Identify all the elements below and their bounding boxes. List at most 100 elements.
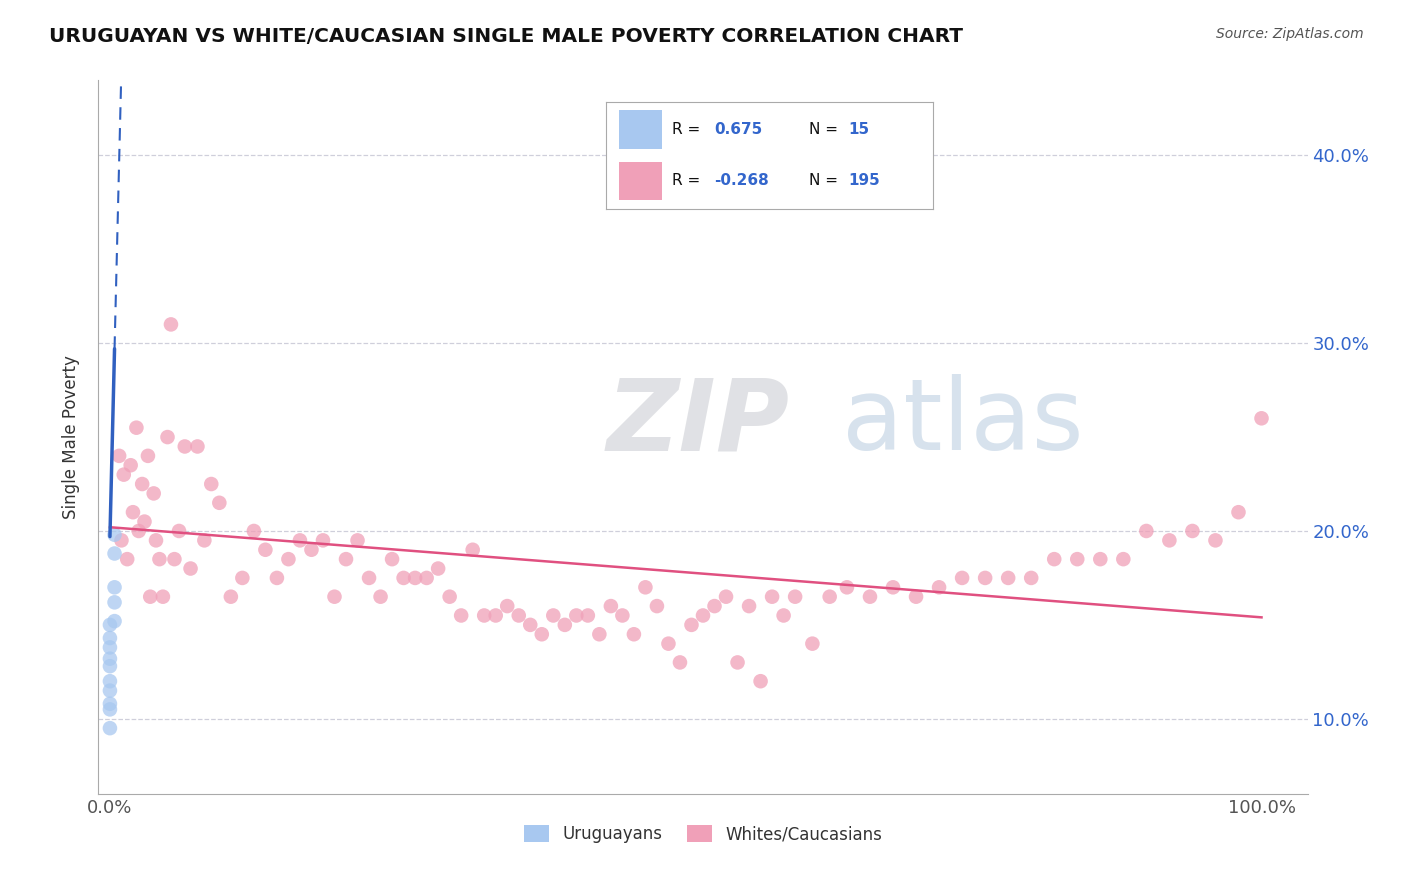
Whites/Caucasians (148, 552, 170, 566)
Whites/Caucasians (576, 608, 599, 623)
Whites/Caucasians (193, 533, 215, 548)
Text: Source: ZipAtlas.com: Source: ZipAtlas.com (1216, 27, 1364, 41)
Whites/Caucasians (128, 524, 150, 538)
Whites/Caucasians (415, 571, 437, 585)
Whites/Caucasians (530, 627, 553, 641)
Whites/Caucasians (219, 590, 242, 604)
Whites/Caucasians (835, 580, 858, 594)
Whites/Caucasians (1043, 552, 1066, 566)
Whites/Caucasians (472, 608, 495, 623)
Whites/Caucasians (208, 496, 231, 510)
Whites/Caucasians (703, 599, 725, 613)
Uruguayans (98, 683, 121, 698)
Whites/Caucasians (761, 590, 783, 604)
Whites/Caucasians (131, 477, 153, 491)
Whites/Caucasians (905, 590, 928, 604)
Whites/Caucasians (173, 440, 195, 454)
Whites/Caucasians (612, 608, 634, 623)
Uruguayans (103, 595, 125, 609)
Whites/Caucasians (1112, 552, 1135, 566)
Uruguayans (98, 674, 121, 689)
Whites/Caucasians (1066, 552, 1088, 566)
Whites/Caucasians (288, 533, 311, 548)
Whites/Caucasians (859, 590, 882, 604)
Whites/Caucasians (801, 637, 824, 651)
Whites/Caucasians (681, 618, 703, 632)
Uruguayans (98, 697, 121, 711)
Whites/Caucasians (1159, 533, 1181, 548)
Whites/Caucasians (928, 580, 950, 594)
Whites/Caucasians (997, 571, 1019, 585)
Uruguayans (98, 659, 121, 673)
Whites/Caucasians (882, 580, 904, 594)
Whites/Caucasians (323, 590, 346, 604)
Whites/Caucasians (152, 590, 174, 604)
Whites/Caucasians (714, 590, 737, 604)
Whites/Caucasians (112, 467, 135, 482)
Uruguayans (98, 618, 121, 632)
Whites/Caucasians (254, 542, 277, 557)
Uruguayans (98, 631, 121, 645)
Whites/Caucasians (1227, 505, 1250, 519)
Text: URUGUAYAN VS WHITE/CAUCASIAN SINGLE MALE POVERTY CORRELATION CHART: URUGUAYAN VS WHITE/CAUCASIAN SINGLE MALE… (49, 27, 963, 45)
Whites/Caucasians (818, 590, 841, 604)
Whites/Caucasians (508, 608, 530, 623)
Whites/Caucasians (599, 599, 621, 613)
Whites/Caucasians (163, 552, 186, 566)
Whites/Caucasians (657, 637, 679, 651)
Text: ZIP: ZIP (606, 375, 789, 471)
Whites/Caucasians (266, 571, 288, 585)
Whites/Caucasians (381, 552, 404, 566)
Whites/Caucasians (392, 571, 415, 585)
Whites/Caucasians (519, 618, 541, 632)
Whites/Caucasians (427, 561, 450, 575)
Whites/Caucasians (357, 571, 380, 585)
Whites/Caucasians (645, 599, 668, 613)
Whites/Caucasians (115, 552, 138, 566)
Whites/Caucasians (200, 477, 222, 491)
Whites/Caucasians (588, 627, 610, 641)
Whites/Caucasians (243, 524, 266, 538)
Whites/Caucasians (543, 608, 565, 623)
Uruguayans (98, 651, 121, 665)
Whites/Caucasians (785, 590, 807, 604)
Whites/Caucasians (370, 590, 392, 604)
Whites/Caucasians (669, 656, 692, 670)
Whites/Caucasians (1204, 533, 1226, 548)
Whites/Caucasians (125, 420, 148, 434)
Whites/Caucasians (1019, 571, 1042, 585)
Whites/Caucasians (404, 571, 426, 585)
Uruguayans (103, 580, 125, 594)
Whites/Caucasians (738, 599, 761, 613)
Whites/Caucasians (496, 599, 519, 613)
Whites/Caucasians (346, 533, 368, 548)
Text: atlas: atlas (842, 375, 1084, 471)
Whites/Caucasians (167, 524, 190, 538)
Whites/Caucasians (139, 590, 162, 604)
Whites/Caucasians (450, 608, 472, 623)
Whites/Caucasians (145, 533, 167, 548)
Whites/Caucasians (186, 440, 208, 454)
Whites/Caucasians (623, 627, 645, 641)
Whites/Caucasians (134, 515, 156, 529)
Whites/Caucasians (692, 608, 714, 623)
Whites/Caucasians (312, 533, 335, 548)
Uruguayans (103, 547, 125, 561)
Whites/Caucasians (749, 674, 772, 689)
Whites/Caucasians (120, 458, 142, 473)
Uruguayans (103, 614, 125, 628)
Whites/Caucasians (160, 318, 183, 332)
Legend: Uruguayans, Whites/Caucasians: Uruguayans, Whites/Caucasians (517, 818, 889, 850)
Whites/Caucasians (634, 580, 657, 594)
Whites/Caucasians (142, 486, 165, 500)
Uruguayans (98, 640, 121, 655)
Whites/Caucasians (1250, 411, 1272, 425)
Whites/Caucasians (950, 571, 973, 585)
Y-axis label: Single Male Poverty: Single Male Poverty (62, 355, 80, 519)
Uruguayans (103, 527, 125, 541)
Whites/Caucasians (974, 571, 997, 585)
Uruguayans (98, 721, 121, 735)
Whites/Caucasians (554, 618, 576, 632)
Whites/Caucasians (335, 552, 357, 566)
Whites/Caucasians (108, 449, 131, 463)
